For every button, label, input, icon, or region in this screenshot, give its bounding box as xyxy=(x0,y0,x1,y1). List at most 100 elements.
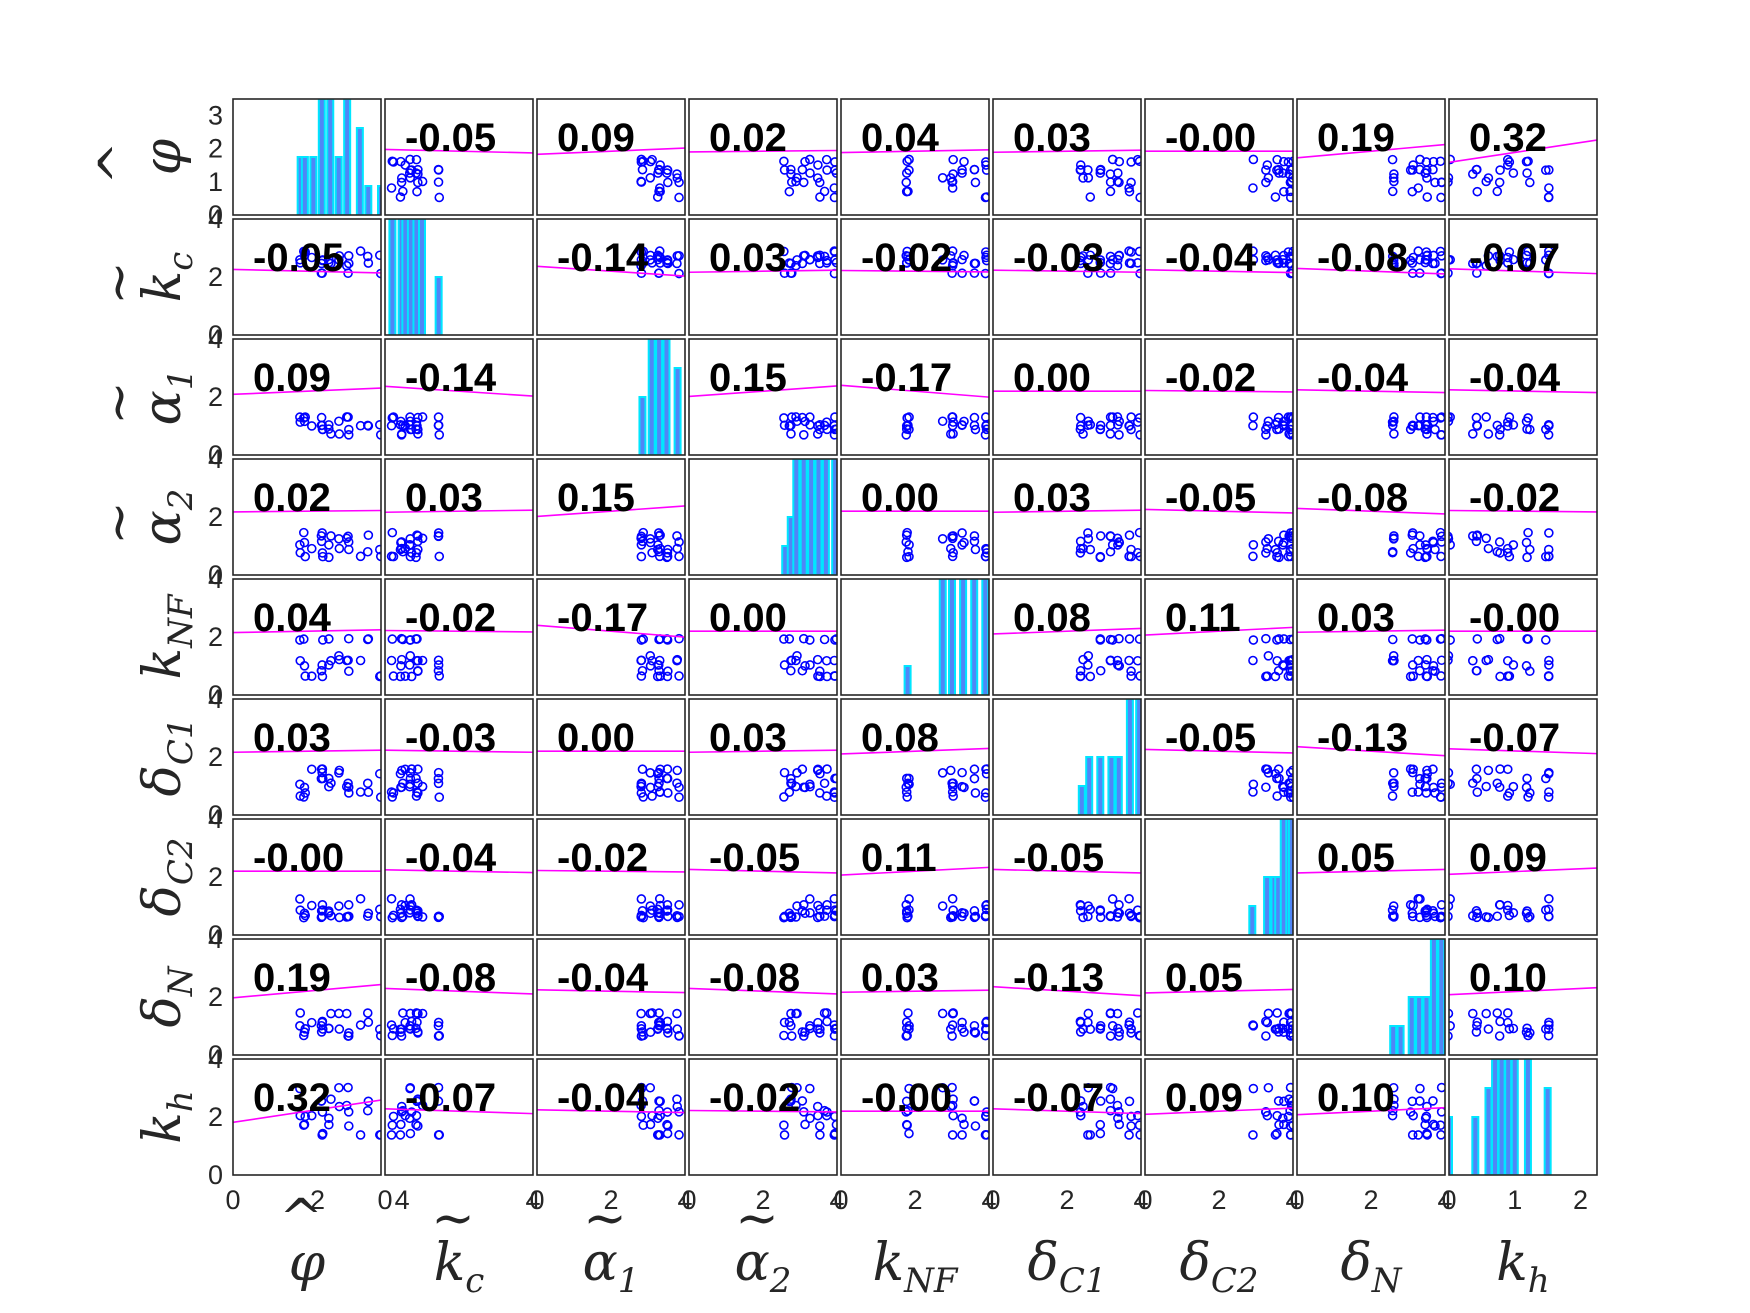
panel-r2-c2 xyxy=(384,218,534,336)
scatter-point xyxy=(957,1130,967,1140)
scatter-point xyxy=(413,1096,423,1106)
scatter-point xyxy=(947,1031,957,1041)
scatter-point xyxy=(1261,671,1271,682)
scatter-point xyxy=(1248,540,1259,550)
scatter-point xyxy=(396,654,407,665)
scatter-point xyxy=(326,429,336,439)
panel-r4-c1: 0.02 xyxy=(232,458,382,576)
scatter-point xyxy=(903,1008,913,1018)
scatter-point xyxy=(1261,537,1271,547)
scatter-point xyxy=(1472,773,1482,784)
panel-frame xyxy=(1448,98,1598,216)
scatter-point xyxy=(388,788,399,798)
scatter-point xyxy=(1075,1016,1086,1027)
scatter-point xyxy=(1502,1008,1513,1018)
scatter-point xyxy=(1449,651,1454,661)
scatter-point xyxy=(970,788,981,798)
scatter-point xyxy=(396,1031,407,1041)
scatter-point xyxy=(1387,547,1398,558)
panel-r9-c1: 0.32 xyxy=(232,1058,382,1176)
y-tick-label: 2 xyxy=(208,382,223,412)
fit-line xyxy=(385,385,533,397)
scatter-point xyxy=(1415,412,1425,422)
scatter-point xyxy=(343,1031,353,1041)
scatter-point xyxy=(362,546,373,557)
scatter-point xyxy=(1492,186,1503,197)
correlation-label: 0.05 xyxy=(1317,836,1395,880)
x-tick-label: 0 xyxy=(1289,1185,1304,1215)
scatter-point xyxy=(1415,894,1425,904)
scatter-point xyxy=(411,634,421,644)
panel-r9-c7: 0.09 xyxy=(1144,1058,1294,1176)
scatter-point xyxy=(1414,665,1425,676)
scatter-point xyxy=(662,906,672,916)
scatter-point xyxy=(1508,1023,1519,1034)
scatter-point xyxy=(1387,905,1398,915)
scatter-point xyxy=(1436,655,1445,666)
panel-frame xyxy=(232,1058,382,1176)
panel-frame xyxy=(536,578,686,696)
y-tick-label: 4 xyxy=(208,684,223,714)
scatter-point xyxy=(829,183,837,193)
scatter-point xyxy=(791,1008,801,1019)
scatter-point xyxy=(343,900,354,910)
scatter-point xyxy=(662,168,672,178)
fit-line xyxy=(385,148,533,154)
scatter-point xyxy=(374,904,381,915)
scatter-point xyxy=(1114,633,1124,644)
scatter-point xyxy=(1273,164,1284,175)
histogram-bar xyxy=(638,396,647,455)
scatter-point xyxy=(295,1083,305,1094)
scatter-point xyxy=(386,655,397,666)
scatter-point xyxy=(1387,791,1398,801)
panel-r6-c4: 0.03 xyxy=(688,698,838,816)
scatter-point xyxy=(805,154,815,165)
scatter-point xyxy=(1105,531,1116,542)
scatter-point xyxy=(306,1017,317,1028)
fit-line xyxy=(689,1109,837,1113)
scatter-point xyxy=(417,176,428,187)
scatter-point xyxy=(1449,894,1455,904)
scatter-point xyxy=(1495,764,1505,774)
scatter-point xyxy=(1449,1021,1455,1031)
scatter-point xyxy=(1114,430,1124,440)
scatter-point xyxy=(1544,893,1554,904)
scatter-point xyxy=(1504,671,1515,681)
correlation-label: -0.08 xyxy=(1317,236,1408,280)
scatter-point xyxy=(1472,164,1482,175)
scatter-point xyxy=(805,254,815,265)
scatter-point xyxy=(830,157,837,167)
scatter-point xyxy=(779,1030,789,1041)
svg-text:δC2: δC2 xyxy=(1180,1233,1259,1301)
correlation-label: -0.08 xyxy=(405,956,496,1000)
correlation-label: -0.04 xyxy=(557,1076,649,1120)
scatter-point xyxy=(1492,911,1503,922)
fit-line xyxy=(385,509,533,514)
scatter-point xyxy=(405,540,415,550)
scatter-point xyxy=(355,1130,366,1140)
scatter-point xyxy=(1414,531,1425,541)
scatter-point xyxy=(1095,531,1106,541)
scatter-point xyxy=(388,157,399,167)
scatter-point xyxy=(901,177,912,188)
panel-frame xyxy=(536,698,686,816)
scatter-point xyxy=(812,1101,823,1112)
scatter-point xyxy=(813,1110,823,1121)
histogram-bar xyxy=(1429,939,1438,1055)
scatter-point xyxy=(1126,412,1136,422)
scatter-point xyxy=(1107,540,1118,550)
scatter-point xyxy=(1387,655,1398,666)
panel-r8-c6: -0.13 xyxy=(992,938,1142,1056)
scatter-point xyxy=(947,1100,958,1111)
y-tick-label: 0 xyxy=(208,320,223,350)
x-tick-label: 1 xyxy=(1507,1185,1522,1215)
panel-frame xyxy=(688,458,838,576)
fit-line xyxy=(537,1109,685,1114)
scatter-point xyxy=(1495,671,1505,682)
scatter-point xyxy=(1248,154,1259,165)
fit-line xyxy=(993,269,1141,274)
scatter-point xyxy=(1472,531,1482,541)
scatter-point xyxy=(1279,1017,1289,1028)
scatter-point xyxy=(647,258,657,268)
